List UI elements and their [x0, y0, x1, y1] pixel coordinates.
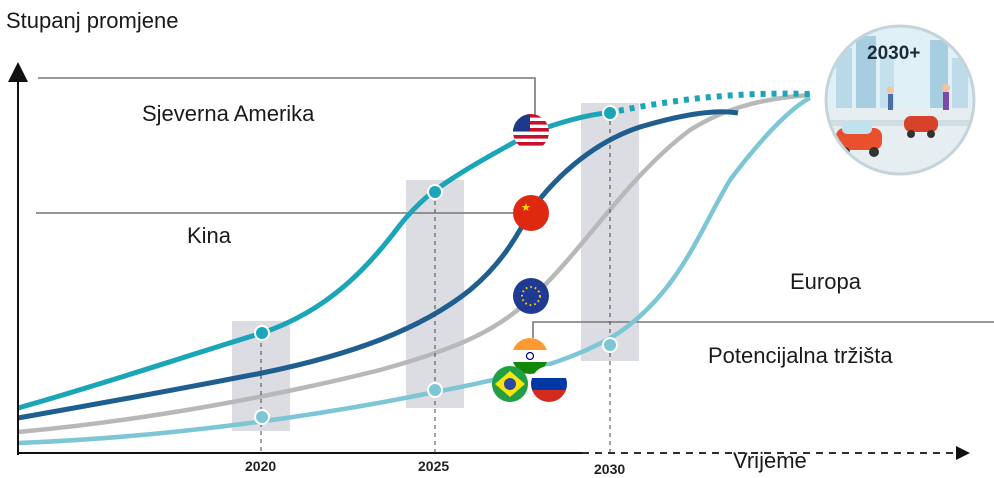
curve-north-america-projection	[607, 90, 811, 116]
dot-pot-2020	[254, 409, 270, 425]
dot-pot-2025	[427, 382, 443, 398]
dot-na-2025	[427, 184, 443, 200]
china-flag-star: ★	[521, 202, 531, 214]
eu-flag	[513, 278, 549, 314]
dot-na-2030	[602, 105, 618, 121]
dot-na-2020	[254, 325, 270, 341]
curve-potential-markets	[17, 95, 812, 446]
curve-china	[17, 109, 739, 421]
usa-flag	[513, 114, 549, 150]
region-label-north-america: Sjeverna Amerika	[142, 101, 315, 126]
future-city-ring	[824, 24, 976, 176]
y-axis-title: Stupanj promjene	[6, 8, 179, 33]
russia-flag	[531, 366, 567, 402]
eu-flag-stars	[521, 286, 541, 306]
leader-line-potential	[532, 321, 994, 338]
year-label-2025: 2025	[418, 458, 450, 474]
x-axis-arrowhead	[956, 446, 970, 460]
future-city-illustration	[826, 26, 974, 174]
china-flag	[513, 195, 549, 231]
curve-europe	[17, 92, 811, 435]
region-label-europe: Europa	[790, 269, 861, 294]
leader-line-north-america	[38, 77, 536, 118]
region-label-china: Kina	[187, 223, 232, 248]
year-label-2030: 2030	[594, 461, 626, 477]
region-label-potential-markets: Potencijalna tržišta	[708, 343, 893, 368]
milestone-dots	[254, 105, 618, 425]
year-label-2020: 2020	[245, 458, 277, 474]
dot-pot-2030	[602, 337, 618, 353]
future-year-label: 2030+	[867, 43, 921, 64]
brazil-flag	[492, 366, 528, 402]
year-band-2025	[406, 180, 464, 408]
x-axis-title: Vrijeme	[733, 448, 807, 473]
